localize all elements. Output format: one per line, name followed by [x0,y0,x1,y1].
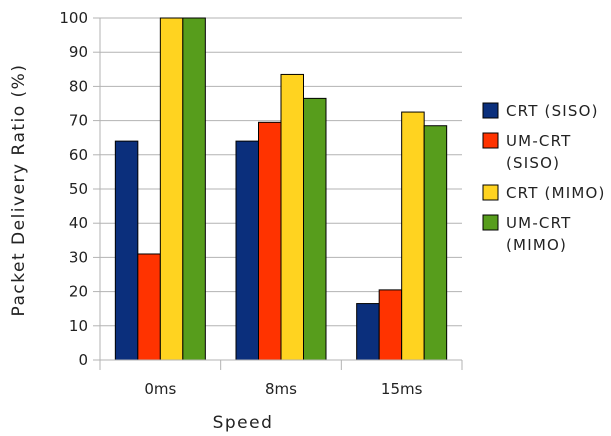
y-tick-labels: 0 10 20 30 40 50 60 70 80 90 100 [59,9,88,369]
axes [93,17,463,370]
bar [137,253,161,361]
bar [258,121,282,361]
legend: CRT (SISO) UM-CRT (SISO) CRT (MIMO) UM-CRT (M… [482,102,606,254]
legend-label: CRT (MIMO) [506,184,606,202]
y-tick-label: 10 [69,317,88,335]
y-tick-label: 20 [69,283,88,301]
legend-label: CRT (SISO) [506,102,599,120]
y-tick-label: 50 [69,180,88,198]
legend-swatch [482,214,499,231]
y-tick-label: 40 [69,214,88,232]
bar [235,140,259,361]
x-tick-label: 8ms [265,380,297,398]
bar [114,140,139,361]
legend-swatch [482,184,499,201]
y-tick-label: 70 [69,112,88,130]
x-tick-label: 0ms [144,380,176,398]
bar [423,125,448,361]
bar [401,111,425,361]
bar [303,97,327,361]
y-tick-label: 80 [69,77,88,95]
bar [378,289,403,361]
y-tick-label: 90 [69,43,88,61]
legend-label: UM-CRT [506,132,572,150]
bar [280,73,304,361]
legend-label: (MIMO) [506,236,567,254]
y-tick-label: 60 [69,146,88,164]
bar [182,17,206,361]
x-tick-label: 15ms [381,380,423,398]
y-tick-label: 100 [59,9,88,27]
x-axis-title: Speed [213,413,274,433]
y-tick-label: 0 [78,351,88,369]
x-tick-labels: 0ms 8ms 15ms [144,380,422,398]
legend-label: UM-CRT [506,214,572,232]
bar [159,17,184,361]
legend-label: (SISO) [506,154,560,172]
legend-swatch [482,102,499,119]
y-axis-title: Packet Delivery Ratio (%) [9,64,29,317]
legend-swatch [482,132,499,149]
bar [356,303,380,361]
bars [114,17,448,361]
y-tick-label: 30 [69,248,88,266]
